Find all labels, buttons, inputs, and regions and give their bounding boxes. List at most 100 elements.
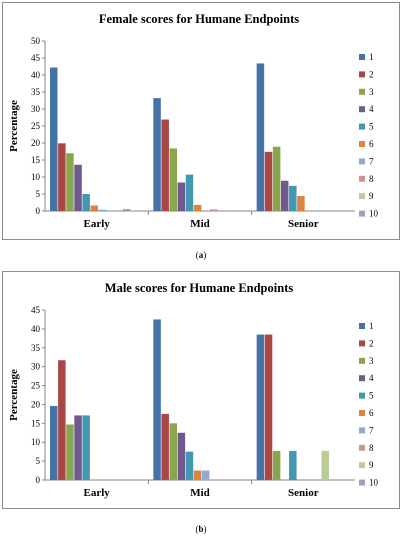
female-legend-swatch [359, 54, 365, 60]
chart-male-scores: Male scores for Humane Endpoints Percenta… [8, 281, 379, 499]
female-bar [280, 180, 289, 211]
female-y-tick-label: 50 [31, 36, 41, 46]
female-bar [50, 67, 58, 212]
male-bar [161, 413, 169, 480]
male-y-tick-label: 30 [31, 362, 41, 372]
male-legend-swatch [359, 357, 365, 364]
male-legend-swatch [359, 427, 365, 434]
female-bar [256, 63, 265, 211]
female-category-label: Mid [190, 218, 210, 230]
male-legend-label: 7 [369, 425, 374, 435]
female-y-tick-label: 45 [31, 53, 41, 63]
caption-b-open: ( [195, 524, 199, 534]
male-legend-swatch [359, 392, 365, 399]
female-legend-label: 6 [369, 139, 374, 149]
female-bar [98, 209, 107, 211]
female-category-label: Early [84, 218, 111, 230]
male-legend-swatch [359, 410, 365, 416]
male-legend-label: 9 [369, 460, 374, 470]
male-bar [82, 415, 90, 480]
male-legend-label: 8 [369, 443, 374, 453]
caption-b-close: ) [203, 524, 207, 534]
female-legend-swatch [359, 141, 365, 147]
male-legend-label: 2 [369, 338, 374, 348]
female-bar [153, 98, 161, 211]
female-legend-swatch [359, 193, 365, 200]
female-y-tick-label: 0 [36, 206, 41, 216]
male-bar [153, 319, 161, 480]
male-y-tick-label: 25 [31, 381, 41, 391]
female-bar [264, 151, 273, 211]
male-y-tick-label: 15 [31, 418, 41, 428]
female-bar [185, 174, 194, 211]
female-y-tick-label: 30 [31, 104, 41, 114]
female-bar [289, 185, 297, 211]
male-bar [66, 424, 74, 480]
male-legend-label: 5 [369, 391, 374, 401]
male-bar [58, 360, 66, 480]
female-bar [169, 148, 178, 211]
male-bar [289, 450, 297, 480]
female-category-label: Senior [288, 218, 319, 230]
caption-b-letter: b [198, 524, 204, 534]
male-legend-swatch [359, 444, 365, 451]
female-bar [297, 196, 305, 211]
male-bar [177, 432, 186, 480]
male-y-tick-label: 10 [31, 437, 41, 447]
female-y-tick-label: 10 [31, 172, 41, 182]
male-legend-label: 4 [369, 373, 374, 383]
female-legend-label: 10 [369, 209, 379, 219]
male-y-tick-label: 35 [31, 343, 41, 353]
female-legend-swatch [359, 158, 365, 165]
female-legend-swatch [359, 88, 365, 95]
female-bar [161, 119, 169, 211]
male-category-label: Early [84, 487, 111, 499]
male-bar [256, 334, 265, 480]
female-y-tick-label: 40 [31, 70, 41, 80]
caption-a-letter: a [198, 250, 204, 260]
male-legend-label: 1 [369, 321, 374, 331]
male-category-label: Senior [288, 487, 319, 499]
female-y-tick-label: 20 [31, 138, 41, 148]
male-bar [193, 470, 202, 480]
chart-female-scores: Female scores for Humane Endpoints Percen… [8, 12, 379, 230]
male-bar [50, 405, 58, 480]
female-bar [210, 209, 218, 211]
female-legend-label: 4 [369, 104, 374, 114]
chart-panel-a: Female scores for Humane Endpoints Percen… [2, 2, 400, 240]
male-bar [185, 451, 194, 480]
female-bar [66, 153, 74, 211]
female-bar [58, 143, 66, 211]
male-bar [321, 450, 329, 480]
female-bar [82, 194, 90, 211]
male-bar [264, 334, 273, 480]
male-legend-label: 3 [369, 356, 374, 366]
male-legend-swatch [359, 462, 365, 469]
male-y-tick-label: 45 [31, 305, 41, 315]
female-legend-swatch [359, 175, 365, 182]
female-chart-title: Female scores for Humane Endpoints [99, 12, 299, 26]
female-y-tick-label: 15 [31, 155, 41, 165]
female-bar [193, 204, 202, 211]
female-y-tick-label: 35 [31, 87, 41, 97]
female-bar [74, 164, 82, 211]
male-y-tick-label: 5 [36, 456, 41, 466]
male-y-tick-label: 0 [36, 475, 41, 485]
female-bar [177, 182, 186, 211]
caption-b: (b) [0, 524, 402, 534]
male-y-tick-label: 40 [31, 324, 41, 334]
male-legend-label: 6 [369, 408, 374, 418]
male-y-tick-label: 20 [31, 399, 41, 409]
male-legend-swatch [359, 375, 365, 382]
male-bar [169, 423, 178, 480]
caption-a-close: ) [203, 250, 207, 260]
male-category-label: Mid [190, 487, 210, 499]
female-legend-label: 8 [369, 174, 374, 184]
male-legend-swatch [359, 323, 365, 329]
male-legend-swatch [359, 340, 365, 347]
chart-panel-b: Male scores for Humane Endpoints Percenta… [2, 271, 400, 509]
female-bar [122, 208, 131, 211]
female-legend-label: 7 [369, 156, 374, 166]
female-legend-label: 2 [369, 69, 374, 79]
female-y-axis-label: Percentage [8, 100, 20, 152]
